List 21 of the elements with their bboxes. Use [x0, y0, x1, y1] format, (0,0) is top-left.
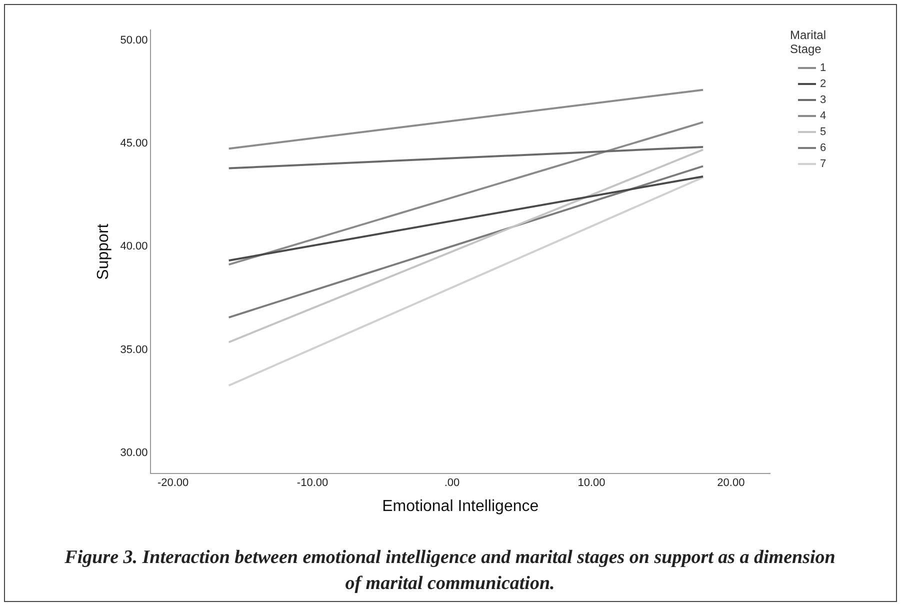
legend-title: Marital Stage [790, 28, 828, 56]
legend-label: 4 [819, 109, 828, 124]
x-axis-title: Emotional Intelligence [382, 498, 539, 515]
legend-label: 2 [819, 77, 828, 92]
y-tick-label: 45.00 [120, 138, 148, 150]
x-tick-label: .00 [444, 477, 460, 490]
y-tick-label: 35.00 [120, 344, 148, 356]
x-tick-label: 10.00 [578, 477, 606, 490]
legend-label: 3 [819, 93, 828, 108]
legend-label: 7 [819, 157, 828, 172]
legend-label: 5 [819, 125, 828, 140]
y-tick-label: 50.00 [120, 34, 148, 46]
y-tick-label: 40.00 [120, 240, 148, 253]
caption: Figure 3. Interaction between emotional intelligence and marital stages on support as a dimension of marital communication. [64, 546, 836, 596]
legend-label: 1 [819, 61, 828, 76]
y-tick-label: 30.00 [120, 447, 148, 459]
x-tick-label: 20.00 [717, 477, 745, 490]
y-axis-title: Support [95, 223, 112, 280]
x-tick-label: -20.00 [157, 477, 189, 490]
x-tick-label: -10.00 [296, 477, 328, 490]
legend-label: 6 [819, 141, 828, 156]
